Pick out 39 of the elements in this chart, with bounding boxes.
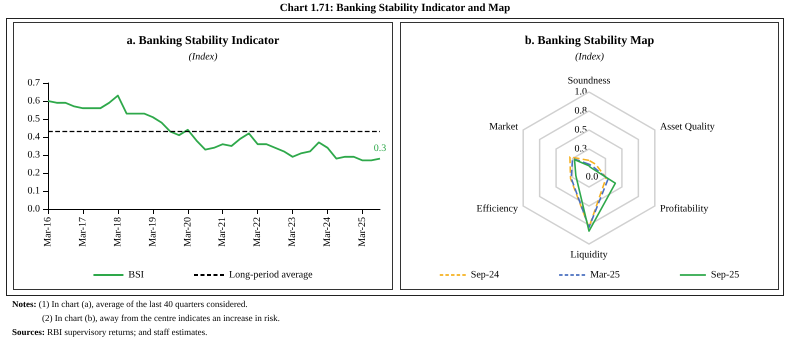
y-tick-label: 0.0 (28, 204, 40, 214)
spoke-label: Efficiency (476, 204, 518, 214)
y-tick-label: 0.5 (28, 114, 40, 124)
x-tick-label: Mar-18 (112, 217, 124, 247)
x-tick-label: Mar-16 (42, 217, 54, 247)
legend-label: Mar-25 (590, 270, 620, 280)
x-tick-label: Mar-21 (217, 217, 228, 247)
y-tick-label: 0.7 (28, 78, 40, 88)
y-tick-label: 0.3 (28, 150, 40, 160)
spoke-label: Asset Quality (660, 122, 715, 132)
chart-title: a. Banking Stability Indicator (126, 33, 280, 47)
y-tick-label: 0.4 (28, 132, 40, 142)
x-tick-label: Mar-24 (322, 217, 334, 247)
y-tick-label: 0.0 (586, 172, 598, 182)
chart-title: b. Banking Stability Map (524, 33, 655, 47)
x-tick-label: Mar-22 (252, 217, 264, 247)
caption: Chart 1.71: Banking Stability Indicator and Map (278, 2, 512, 14)
x-tick-label: Mar-19 (147, 217, 158, 247)
legend-label: Long-period average (228, 270, 314, 280)
text: (2) In chart (b), away from the centre indicates an increase in risk. (41, 312, 280, 325)
legend-label: BSI (128, 270, 144, 280)
x-tick-label: Mar-25 (357, 217, 368, 247)
spoke-label: Market (489, 122, 518, 132)
y-tick-label: 0.6 (28, 96, 40, 106)
legend-label: Sep-25 (710, 270, 740, 280)
spoke-label: Liquidity (570, 250, 608, 260)
spoke-label: Soundness (568, 76, 610, 86)
x-tick-label: Mar-17 (77, 217, 88, 247)
chart-subtitle: (Index) (188, 52, 218, 62)
y-tick-label: 0.2 (28, 168, 40, 178)
text: Notes: (1) In chart (a), average of the last 40 quarters considered. (12, 298, 249, 311)
y-tick-label: 0.1 (28, 186, 40, 196)
chart-subtitle: (Index) (575, 52, 605, 62)
x-tick-label: Mar-23 (287, 217, 298, 247)
source-note: Sources: RBI supervisory returns; and staff estimates. (12, 326, 208, 339)
spoke-label: Profitability (660, 204, 708, 214)
data-label: 0.3 (374, 143, 386, 154)
legend-label: Sep-24 (470, 270, 500, 280)
x-tick-label: Mar-20 (182, 217, 194, 247)
